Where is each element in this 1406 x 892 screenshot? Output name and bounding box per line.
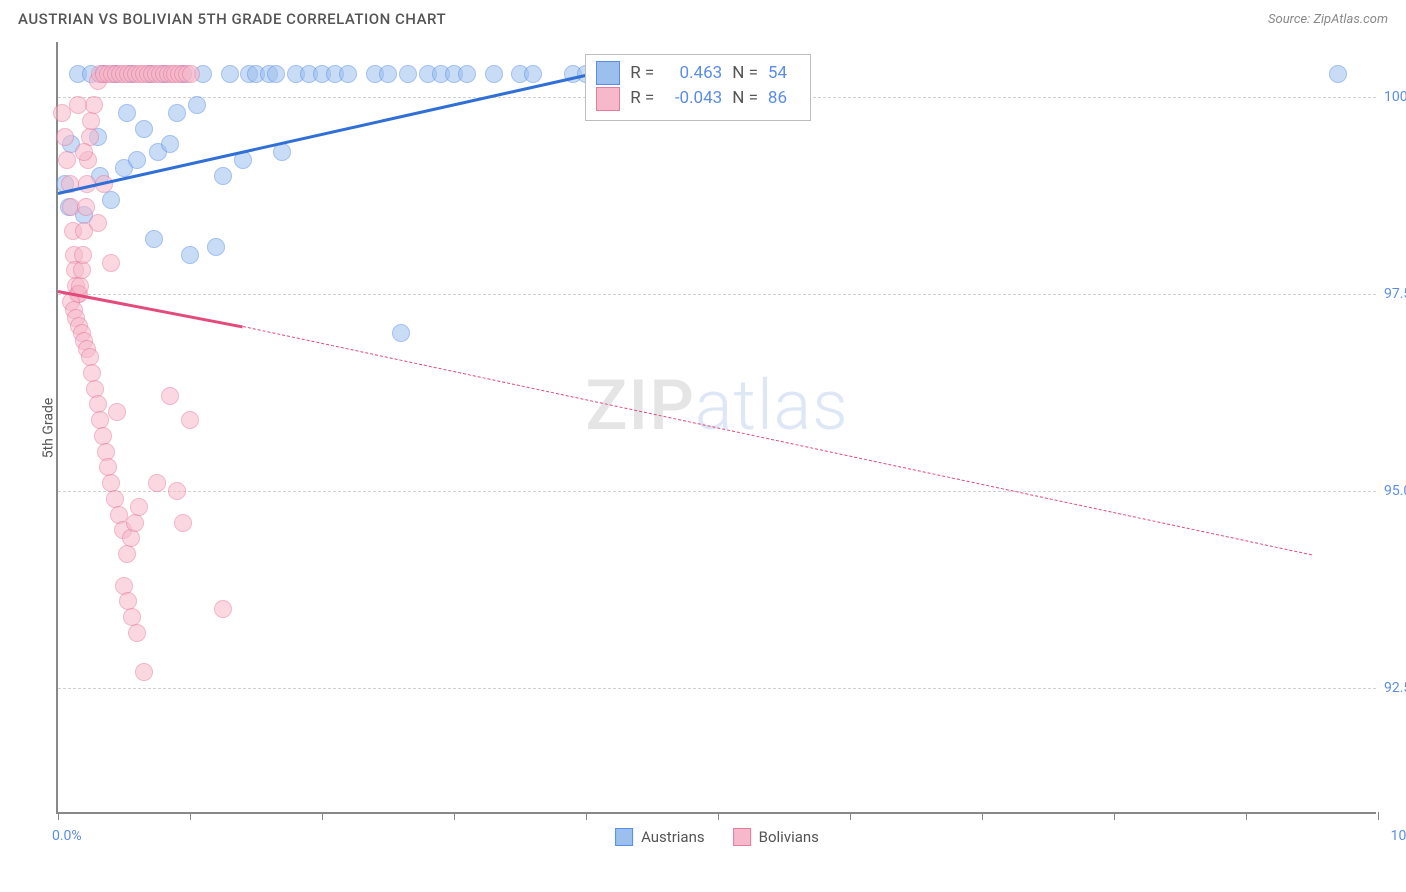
x-tick	[322, 812, 323, 820]
n-value: 54	[768, 61, 796, 87]
data-point	[89, 214, 107, 232]
legend: Austrians Bolivians	[615, 828, 819, 846]
data-point	[118, 104, 136, 122]
data-point	[221, 65, 239, 83]
data-point	[207, 238, 225, 256]
data-point	[458, 65, 476, 83]
data-point	[181, 246, 199, 264]
data-point	[174, 514, 192, 532]
data-point	[135, 663, 153, 681]
data-point	[56, 128, 74, 146]
y-tick-label: 100.0%	[1384, 89, 1406, 105]
data-point	[267, 65, 285, 83]
data-point	[145, 230, 163, 248]
data-point	[339, 65, 357, 83]
data-point	[181, 411, 199, 429]
data-point	[58, 151, 76, 169]
data-point	[168, 482, 186, 500]
x-tick	[982, 812, 983, 820]
x-tick	[1378, 812, 1379, 820]
legend-swatch	[733, 828, 751, 846]
data-point	[82, 112, 100, 130]
x-tick	[58, 812, 59, 820]
data-point	[128, 624, 146, 642]
x-tick	[850, 812, 851, 820]
data-point	[524, 65, 542, 83]
data-point	[77, 198, 95, 216]
legend-item: Bolivians	[733, 828, 819, 846]
y-axis-label: 5th Grade	[40, 398, 56, 459]
data-point	[161, 135, 179, 153]
data-point	[182, 65, 200, 83]
data-point	[485, 65, 503, 83]
data-point	[130, 498, 148, 516]
data-point	[126, 514, 144, 532]
y-tick-label: 97.5%	[1384, 286, 1406, 302]
n-label: N =	[732, 86, 758, 112]
legend-label: Bolivians	[759, 828, 819, 846]
source-prefix: Source:	[1268, 12, 1313, 27]
data-point	[168, 104, 186, 122]
x-tick	[718, 812, 719, 820]
data-point	[74, 246, 92, 264]
chart-title: AUSTRIAN VS BOLIVIAN 5TH GRADE CORRELATI…	[18, 10, 446, 28]
data-point	[148, 474, 166, 492]
n-label: N =	[732, 61, 758, 87]
x-start-label: 0.0%	[52, 828, 82, 844]
x-tick	[1114, 812, 1115, 820]
data-point	[214, 167, 232, 185]
grid-line	[58, 491, 1376, 492]
watermark-zip: ZIP	[585, 365, 695, 447]
stats-box: R = 0.463 N = 54 R = -0.043 N = 86	[585, 54, 811, 121]
chart-area: 5th Grade ZIPatlas 92.5%95.0%97.5%100.0%…	[56, 42, 1376, 814]
data-point	[102, 191, 120, 209]
stats-row: R = -0.043 N = 86	[596, 86, 796, 112]
data-point	[399, 65, 417, 83]
y-tick-label: 92.5%	[1384, 680, 1406, 696]
x-tick	[454, 812, 455, 820]
data-point	[1329, 65, 1347, 83]
data-point	[73, 261, 91, 279]
data-point	[75, 143, 93, 161]
source-credit: Source: ZipAtlas.com	[1268, 12, 1388, 27]
trend-line	[243, 326, 1312, 555]
watermark-atlas: atlas	[695, 365, 849, 447]
data-point	[392, 324, 410, 342]
grid-line	[58, 688, 1376, 689]
data-point	[379, 65, 397, 83]
x-tick	[1246, 812, 1247, 820]
x-end-label: 100.0%	[1391, 828, 1406, 844]
r-value: 0.463	[664, 61, 722, 87]
grid-line	[58, 294, 1376, 295]
r-label: R =	[630, 61, 654, 87]
source-name: ZipAtlas.com	[1313, 12, 1388, 27]
legend-swatch	[615, 828, 633, 846]
data-point	[85, 96, 103, 114]
data-point	[135, 120, 153, 138]
data-point	[214, 600, 232, 618]
legend-label: Austrians	[641, 828, 705, 846]
n-value: 86	[768, 86, 796, 112]
stats-row: R = 0.463 N = 54	[596, 61, 796, 87]
legend-swatch	[596, 61, 620, 85]
data-point	[102, 254, 120, 272]
legend-item: Austrians	[615, 828, 705, 846]
legend-swatch	[596, 87, 620, 111]
r-value: -0.043	[664, 86, 722, 112]
r-label: R =	[630, 86, 654, 112]
data-point	[128, 151, 146, 169]
y-tick-label: 95.0%	[1384, 483, 1406, 499]
watermark: ZIPatlas	[585, 365, 849, 447]
data-point	[69, 96, 87, 114]
data-point	[108, 403, 126, 421]
data-point	[188, 96, 206, 114]
data-point	[122, 529, 140, 547]
data-point	[118, 545, 136, 563]
data-point	[161, 387, 179, 405]
scatter-plot: ZIPatlas 92.5%95.0%97.5%100.0%0.0%100.0%…	[56, 42, 1376, 814]
x-tick	[190, 812, 191, 820]
x-tick	[586, 812, 587, 820]
